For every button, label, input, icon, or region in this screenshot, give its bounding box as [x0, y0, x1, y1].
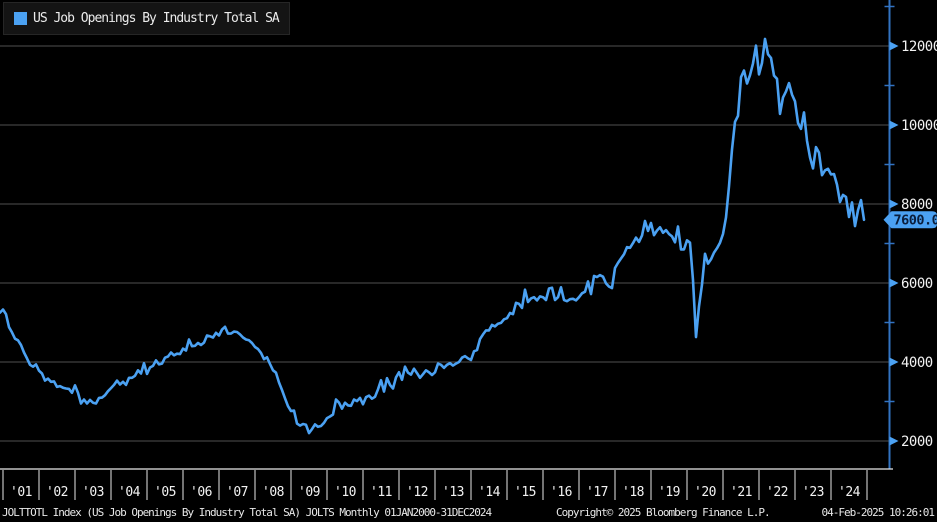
series-swatch-icon — [14, 12, 27, 25]
x-year-label: '09 — [298, 485, 320, 500]
x-year-label: '04 — [118, 485, 141, 500]
y-major-tick-arrow-icon — [889, 41, 899, 51]
y-tick-label: 8000 — [901, 197, 933, 213]
last-value-tag-shape — [883, 211, 937, 229]
last-value-tag: 7600.0 — [883, 211, 937, 229]
x-year-label: '07 — [226, 485, 248, 500]
x-year-label: '03 — [82, 485, 104, 500]
x-year-label: '20 — [694, 485, 716, 500]
y-tick-label: 6000 — [901, 276, 933, 292]
x-year-label: '16 — [550, 485, 572, 500]
status-bar: JOLTTOTL Index (US Job Openings By Indus… — [0, 504, 937, 522]
y-major-tick-arrow-icon — [889, 278, 899, 288]
x-year-label: '23 — [802, 485, 824, 500]
x-year-label: '24 — [838, 485, 861, 500]
y-tick-label: 10000 — [901, 118, 937, 134]
x-year-label: '05 — [154, 485, 176, 500]
y-tick-label: 4000 — [901, 355, 933, 371]
footer-ticker-info: JOLTTOTL Index (US Job Openings By Indus… — [2, 506, 492, 519]
x-year-label: '15 — [514, 485, 536, 500]
x-year-label: '19 — [658, 485, 680, 500]
gridlines — [0, 45, 889, 442]
y-major-tick-arrow-icon — [889, 199, 899, 209]
x-year-label: '21 — [730, 485, 752, 500]
y-axis: 2000 4000 6000 8000 10000 12000 — [884, 0, 937, 469]
x-year-label: '01 — [10, 485, 32, 500]
x-year-label: '11 — [370, 485, 392, 500]
x-axis: '01 '02 '03 '04 '05 '06 '07 '08 '09 '10 '11 '12 '13 '… — [0, 468, 893, 500]
x-year-label: '02 — [46, 485, 68, 500]
x-year-label: '17 — [586, 485, 608, 500]
legend[interactable]: US Job Openings By Industry Total SA — [3, 2, 290, 35]
y-major-tick-arrow-icon — [889, 436, 899, 446]
legend-label: US Job Openings By Industry Total SA — [33, 11, 280, 26]
y-major-tick-arrow-icon — [889, 357, 899, 367]
x-year-label: '14 — [478, 485, 501, 500]
y-tick-label: 12000 — [901, 39, 937, 55]
x-year-label: '22 — [766, 485, 788, 500]
x-year-label: '06 — [190, 485, 212, 500]
x-year-label: '13 — [442, 485, 464, 500]
series-line — [0, 37, 866, 435]
footer-timestamp: 04-Feb-2025 10:26:01 — [821, 506, 935, 519]
footer-copyright: Copyright© 2025 Bloomberg Finance L.P. — [556, 506, 771, 519]
y-major-tick-arrow-icon — [889, 120, 899, 130]
x-year-label: '10 — [334, 485, 356, 500]
y-tick-label: 2000 — [901, 434, 933, 450]
x-year-label: '18 — [622, 485, 644, 500]
x-year-label: '12 — [406, 485, 428, 500]
x-year-label: '08 — [262, 485, 284, 500]
last-value-tag-text: 7600.0 — [894, 212, 937, 228]
